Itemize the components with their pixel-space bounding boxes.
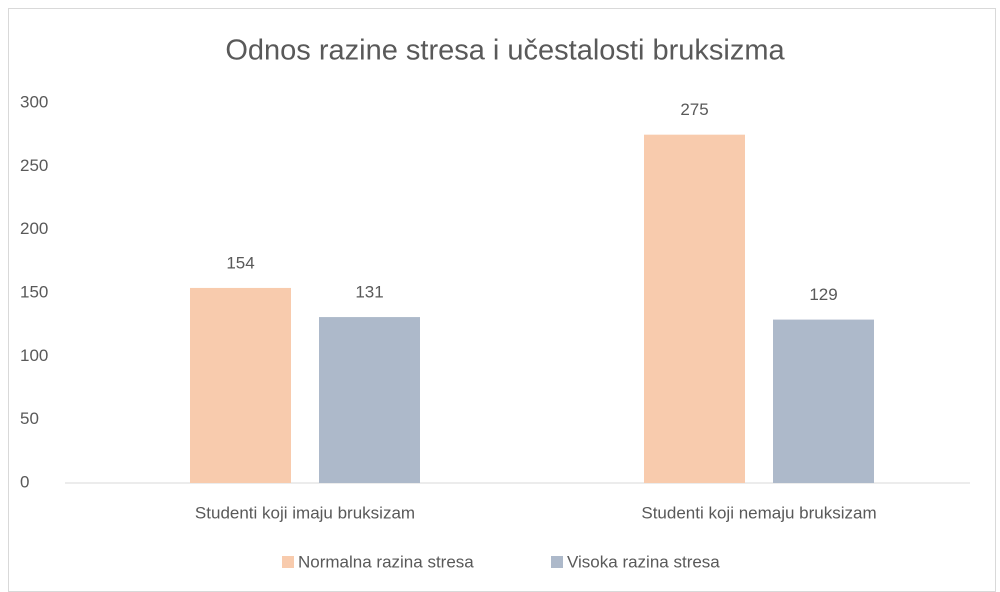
legend-swatch: [551, 556, 563, 568]
y-tick-label: 0: [20, 472, 29, 491]
chart-title: Odnos razine stresa i učestalosti bruksi…: [225, 35, 785, 67]
data-label: 154: [226, 253, 254, 272]
bar: [773, 319, 874, 483]
chart-border: [8, 8, 996, 592]
legend-swatch: [282, 556, 294, 568]
data-label: 131: [355, 283, 383, 302]
y-tick-label: 50: [20, 409, 39, 428]
y-tick-label: 200: [20, 219, 48, 238]
data-label: 275: [680, 100, 708, 119]
legend-label: Visoka razina stresa: [567, 552, 720, 571]
y-tick-label: 100: [20, 346, 48, 365]
x-tick-label: Studenti koji imaju bruksizam: [195, 503, 415, 522]
x-tick-label: Studenti koji nemaju bruksizam: [641, 503, 876, 522]
data-label: 129: [809, 285, 837, 304]
y-tick-label: 250: [20, 156, 48, 175]
bar: [319, 317, 420, 483]
y-tick-label: 300: [20, 92, 48, 111]
bar: [644, 134, 745, 483]
y-tick-label: 150: [20, 282, 48, 301]
legend-label: Normalna razina stresa: [298, 552, 474, 571]
bar: [190, 287, 291, 483]
